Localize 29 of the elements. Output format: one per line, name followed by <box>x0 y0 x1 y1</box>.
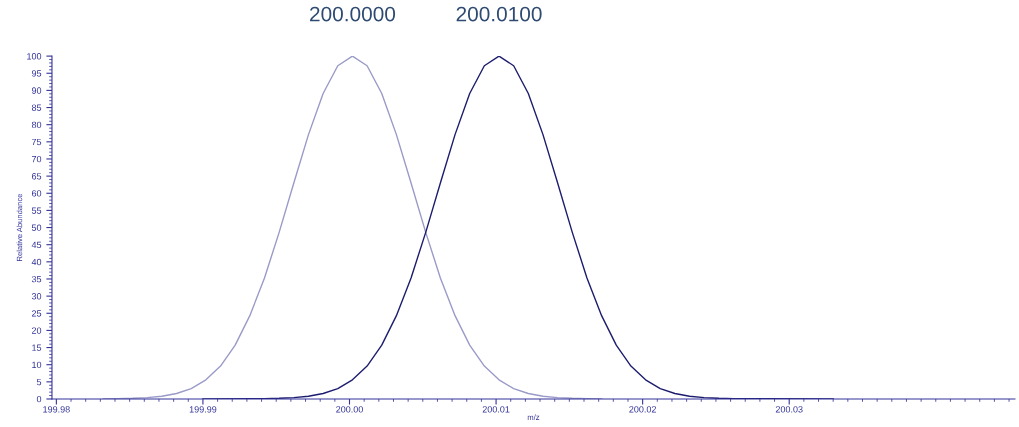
x-tick-label: 200.02 <box>629 406 656 413</box>
y-tick-label: 5 <box>36 378 42 386</box>
y-tick-label: 75 <box>31 138 42 146</box>
y-tick-label: 0 <box>36 395 42 403</box>
y-tick-label: 50 <box>31 224 42 231</box>
y-tick-label: 60 <box>31 190 42 197</box>
annotation: 200.0100 <box>456 6 542 22</box>
y-tick-label: 20 <box>31 327 42 334</box>
y-tick-label: 55 <box>31 207 42 214</box>
x-tick-label: 200.00 <box>336 406 363 413</box>
y-tick-label: 40 <box>31 258 42 266</box>
annotation: 200.0000 <box>310 6 396 22</box>
y-tick-label: 15 <box>32 344 42 351</box>
y-tick-label: 30 <box>31 293 42 300</box>
y-tick-label: 65 <box>31 173 42 180</box>
x-tick-label: 200.01 <box>482 406 510 413</box>
y-tick-label: 45 <box>31 241 42 249</box>
y-tick-label: 70 <box>31 155 42 163</box>
y-tick-label: 80 <box>31 121 42 129</box>
y-tick-label: 25 <box>31 310 42 317</box>
y-tick-label: 35 <box>31 275 42 283</box>
x-tick-label: 199.98 <box>43 406 70 413</box>
y-tick-label: 10 <box>32 361 42 369</box>
y-tick-label: 90 <box>31 87 42 94</box>
y-tick-label: 100 <box>27 53 42 60</box>
y-tick-label: 85 <box>31 104 42 111</box>
x-tick-label: 199.99 <box>189 406 217 413</box>
x-tick-label: 200.03 <box>775 406 803 413</box>
y-tick-label: 95 <box>31 70 42 77</box>
